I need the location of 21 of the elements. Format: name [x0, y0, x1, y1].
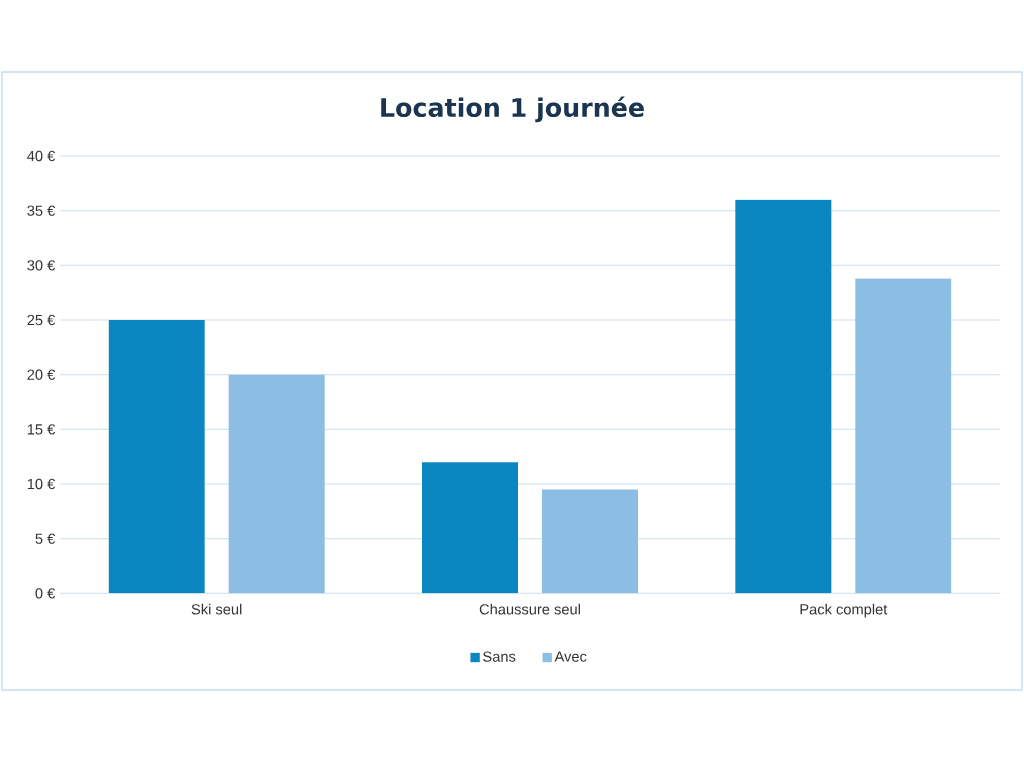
y-tick-label: 35 €	[27, 205, 56, 216]
legend-label: Sans	[483, 651, 516, 662]
bar	[735, 199, 832, 594]
bar	[855, 278, 952, 594]
y-tick-label: 10 €	[27, 478, 56, 490]
legend-label: Avec	[554, 651, 587, 662]
x-tick-label: Ski seul	[191, 603, 242, 615]
y-tick-label: 30 €	[27, 260, 56, 271]
x-tick-label: Chaussure seul	[479, 603, 580, 615]
bar	[542, 489, 638, 594]
y-tick-label: 15 €	[27, 424, 56, 435]
y-tick-label: 0 €	[35, 588, 56, 599]
y-tick-label: 25 €	[27, 314, 56, 326]
y-tick-label: 5 €	[35, 533, 56, 544]
y-tick-label: 40 €	[27, 150, 56, 162]
x-tick-label: Pack complet	[800, 603, 888, 618]
bar	[228, 374, 325, 594]
bar	[422, 462, 518, 594]
y-tick-label: 20 €	[27, 369, 56, 380]
chart-title: Location 1 journée	[381, 96, 644, 123]
bar	[108, 320, 205, 594]
